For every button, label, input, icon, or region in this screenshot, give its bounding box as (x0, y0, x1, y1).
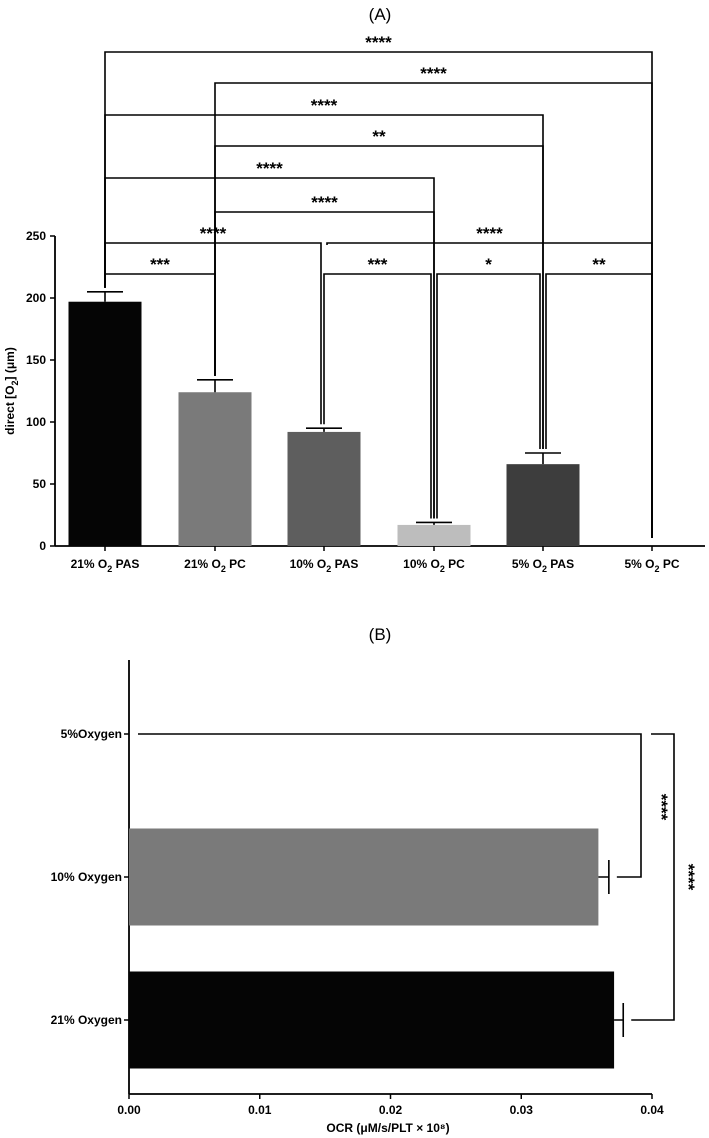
tick-label-text: PC (226, 557, 246, 571)
significance-label: ** (592, 255, 606, 274)
panel-a-ylabel-part-3: ] (μm) (3, 347, 17, 380)
tick-label-subscript: 2 (221, 564, 226, 574)
significance-label: **** (365, 33, 392, 52)
panel-b-xlabel: OCR (μM/s/PLT × 10⁸) (326, 1121, 449, 1135)
panel-a-ylabel-part-1: direct [O (3, 386, 17, 435)
panel-a-y-tick-label: 100 (26, 415, 46, 429)
panel-a-y-tick-label: 200 (26, 291, 46, 305)
significance-bracket (326, 242, 653, 538)
panel-a-title: (A) (369, 5, 392, 24)
tick-label-text: 21% O (71, 557, 108, 571)
panel-a-y-tick-label: 250 (26, 229, 46, 243)
significance-label: **** (476, 224, 503, 243)
panel-b-x-tick-label: 0.03 (510, 1103, 534, 1117)
panel-b-bar (129, 828, 599, 926)
significance-bracket (323, 273, 432, 519)
tick-label-text: PAS (112, 557, 139, 571)
panel-a-x-tick-label: 5% O2 PC (624, 557, 679, 574)
panel-a-bar-chart: (A) direct [O2] (μm) 05010015020025021% … (3, 5, 705, 574)
panel-b-y-tick-label: 5%Oxygen (61, 727, 122, 741)
significance-label: *** (368, 255, 388, 274)
tick-label-subscript: 2 (654, 564, 659, 574)
tick-label-text: PC (660, 557, 680, 571)
panel-b-x-tick-label: 0.04 (640, 1103, 664, 1117)
tick-label-subscript: 2 (326, 564, 331, 574)
panel-b-x-tick-label: 0.01 (248, 1103, 272, 1117)
panel-a-y-tick-label: 0 (39, 539, 46, 553)
panel-b-x-tick-label: 0.02 (379, 1103, 403, 1117)
significance-label: ** (372, 127, 386, 146)
panel-a-bar (506, 464, 580, 546)
significance-label: **** (652, 794, 671, 821)
significance-label: **** (256, 159, 283, 178)
tick-label-subscript: 2 (542, 564, 547, 574)
significance-bracket (138, 733, 642, 878)
panel-a-error-bar (416, 521, 452, 525)
panel-b-horizontal-bar-chart: (B) OCR (μM/s/PLT × 10⁸) 0.00 0.01 0.02 0.0… (51, 625, 698, 1135)
significance-label: **** (200, 224, 227, 243)
panel-b-title: (B) (369, 625, 392, 644)
panel-a-x-tick-label: 21% O2 PC (184, 557, 246, 574)
tick-label-text: PAS (331, 557, 358, 571)
tick-label-text: 5% O (512, 557, 542, 571)
significance-bracket (631, 733, 675, 1021)
panel-a-x-tick-label: 21% O2 PAS (71, 557, 140, 574)
tick-label-subscript: 2 (107, 564, 112, 574)
tick-label-text: 21% O (184, 557, 221, 571)
panel-a-bar (178, 392, 252, 546)
panel-b-y-tick-label: 21% Oxygen (51, 1013, 122, 1027)
significance-label: **** (679, 864, 698, 891)
significance-label: *** (150, 255, 170, 274)
panel-a-ylabel: direct [O2] (μm) (3, 347, 20, 435)
significance-label: **** (420, 64, 447, 83)
panel-a-x-tick-label: 5% O2 PAS (512, 557, 574, 574)
panel-b-bar (129, 971, 615, 1069)
tick-label-text: PC (445, 557, 465, 571)
panel-a-y-tick-label: 150 (26, 353, 46, 367)
tick-label-text: 10% O (403, 557, 440, 571)
panel-b-error-bar (598, 860, 610, 894)
significance-bracket (104, 177, 435, 519)
panel-b-error-bar (614, 1003, 625, 1037)
tick-label-text: 10% O (290, 557, 327, 571)
panel-a-bar (287, 431, 361, 546)
significance-bracket (104, 51, 653, 538)
significance-label: * (485, 255, 492, 274)
tick-label-subscript: 2 (440, 564, 445, 574)
panel-a-error-bar (306, 427, 342, 432)
panel-a-bar (397, 524, 471, 546)
panel-a-error-bar (197, 379, 233, 393)
tick-label-text: PAS (547, 557, 574, 571)
panel-a-error-bar (87, 291, 123, 302)
significance-bracket (436, 273, 541, 519)
significance-label: **** (311, 193, 338, 212)
panel-a-bar (68, 301, 142, 546)
panel-b-x-tick-label: 0.00 (117, 1103, 141, 1117)
panel-a-x-tick-label: 10% O2 PC (403, 557, 465, 574)
panel-a-x-tick-label: 10% O2 PAS (290, 557, 359, 574)
significance-bracket (214, 145, 544, 449)
panel-a-y-tick-label: 50 (33, 477, 47, 491)
significance-label: **** (311, 96, 338, 115)
tick-label-text: 5% O (624, 557, 654, 571)
panel-a-ylabel-subscript: 2 (10, 380, 20, 385)
panel-a-error-bar (525, 452, 561, 465)
panel-b-y-tick-label: 10% Oxygen (51, 870, 122, 884)
